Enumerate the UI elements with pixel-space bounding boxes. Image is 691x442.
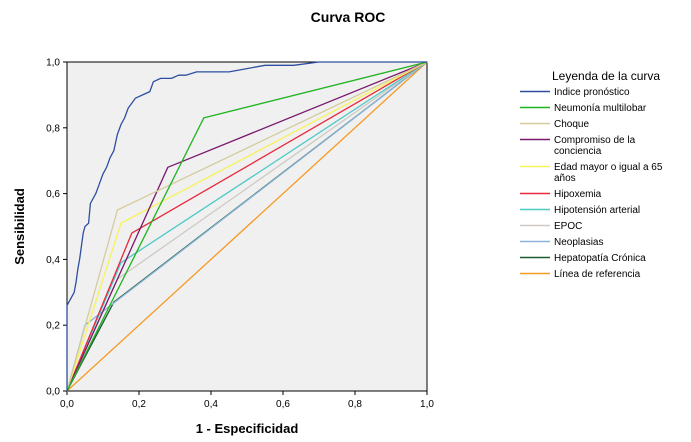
series-line <box>66 61 428 392</box>
legend-label: Línea de referencia <box>554 269 641 280</box>
legend: Leyenda de la curva Indice pronóstico Neu… <box>520 69 663 280</box>
axis-ticks: 0,0 0,2 0,4 0,6 0,8 1,0 0,0 0,2 0,4 0,6 0,8 1,0 <box>46 58 434 411</box>
x-tick-label: 1,0 <box>420 399 434 410</box>
series-line <box>66 61 428 392</box>
y-tick-label: 1,0 <box>46 58 60 69</box>
legend-label: Hipoxemia <box>554 189 602 200</box>
x-tick-label: 0,0 <box>60 399 74 410</box>
x-tick-label: 0,2 <box>132 399 146 410</box>
y-axis-label: Sensibilidad <box>12 188 27 265</box>
y-tick-label: 0,4 <box>46 255 60 266</box>
legend-title: Leyenda de la curva <box>552 69 660 83</box>
y-tick-label: 0,0 <box>46 387 60 398</box>
legend-label: Neumonía multilobar <box>554 103 647 114</box>
x-tick-label: 0,8 <box>348 399 362 410</box>
legend-label: Hepatopatía Crónica <box>554 253 646 264</box>
y-tick-label: 0,6 <box>46 189 60 200</box>
legend-label: Hipotensión arterial <box>554 205 640 216</box>
series-line <box>66 61 428 392</box>
series-line <box>66 61 428 392</box>
legend-label: Edad mayor o igual a 65 años <box>554 162 663 184</box>
series-line <box>66 61 428 392</box>
series-lines <box>66 61 428 392</box>
legend-label: Neoplasias <box>554 237 603 248</box>
legend-label: Compromiso de la conciencia <box>554 135 636 157</box>
y-tick-label: 0,2 <box>46 321 60 332</box>
y-tick-label: 0,8 <box>46 123 60 134</box>
x-tick-label: 0,6 <box>276 399 290 410</box>
legend-label: EPOC <box>554 221 582 232</box>
series-line <box>66 61 428 392</box>
x-axis-label: 1 - Especificidad <box>196 421 299 436</box>
legend-label: Indice pronóstico <box>554 87 630 98</box>
x-tick-label: 0,4 <box>204 399 218 410</box>
chart-title: Curva ROC <box>311 9 386 25</box>
legend-label: Choque <box>554 119 589 130</box>
series-line <box>66 61 427 391</box>
